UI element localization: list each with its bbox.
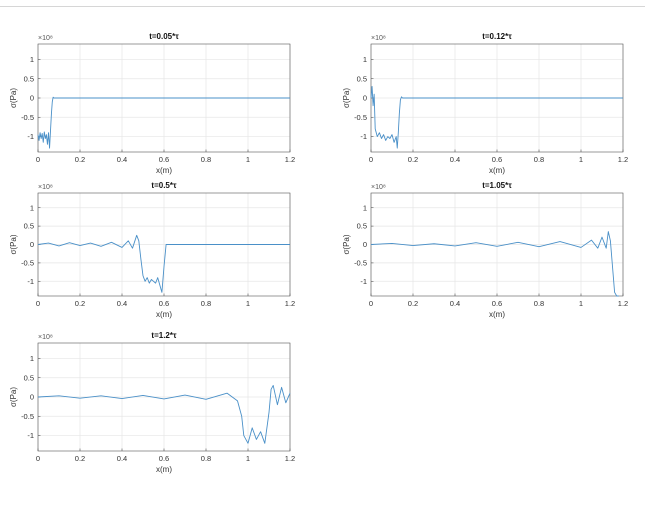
x-tick-label: 0.4 xyxy=(117,155,127,164)
y-tick-label: 0 xyxy=(363,94,367,103)
y-axis-label: σ(Pa) xyxy=(342,88,351,108)
y-tick-label: -1 xyxy=(27,132,34,141)
y-tick-label: -1 xyxy=(27,277,34,286)
window-rule xyxy=(0,6,645,7)
y-axis-label: σ(Pa) xyxy=(9,88,18,108)
x-tick-label: 0.8 xyxy=(201,454,211,463)
y-tick-label: 1 xyxy=(30,203,34,212)
exponent-label: ×10⁸ xyxy=(38,334,53,341)
x-tick-label: 0.6 xyxy=(159,155,169,164)
y-axis-label: σ(Pa) xyxy=(9,234,18,254)
y-tick-label: 0.5 xyxy=(24,373,34,382)
x-tick-label: 0.8 xyxy=(534,299,544,308)
x-tick-label: 0.8 xyxy=(201,299,211,308)
x-tick-label: 0.2 xyxy=(408,155,418,164)
y-tick-label: 1 xyxy=(30,55,34,64)
subplot-1: 0 0.2 0.4 0.6 0.8 1 1.2 -1 -0.5 0 0.5 1 ×10⁸ t=0.05*τ… xyxy=(9,32,295,175)
y-tick-label: -1 xyxy=(360,132,367,141)
x-tick-label: 1 xyxy=(246,155,250,164)
x-tick-label: 1.2 xyxy=(618,155,628,164)
subplot-5: 0 0.2 0.4 0.6 0.8 1 1.2 -1 -0.5 0 0.5 1 ×10⁸ t=1.2*τ x… xyxy=(9,331,295,474)
x-tick-label: 0.6 xyxy=(492,299,502,308)
subplot-title: t=0.05*τ xyxy=(149,32,179,41)
y-tick-label: 0.5 xyxy=(24,74,34,83)
subplot-4: 0 0.2 0.4 0.6 0.8 1 1.2 -1 -0.5 0 0.5 1 ×10⁸ t=1.05*τ… xyxy=(342,181,628,319)
subplot-title: t=0.5*τ xyxy=(151,181,177,190)
subplot-3: 0 0.2 0.4 0.6 0.8 1 1.2 -1 -0.5 0 0.5 1 ×10⁸ t=0.5*τ x… xyxy=(9,181,295,319)
series-line xyxy=(370,231,619,297)
x-tick-label: 0.4 xyxy=(450,155,460,164)
x-axis-label: x(m) xyxy=(156,310,172,319)
y-tick-label: 0 xyxy=(30,393,34,402)
x-tick-label: 0.6 xyxy=(492,155,502,164)
y-tick-label: -0.5 xyxy=(354,113,367,122)
x-tick-label: 1 xyxy=(579,155,583,164)
x-tick-label: 1 xyxy=(246,454,250,463)
x-tick-label: 0.6 xyxy=(159,454,169,463)
x-tick-label: 1.2 xyxy=(285,454,295,463)
x-tick-label: 0.8 xyxy=(534,155,544,164)
y-tick-label: 0.5 xyxy=(24,222,34,231)
series-line xyxy=(37,234,290,293)
exponent-label: ×10⁸ xyxy=(371,35,386,42)
x-tick-label: 0 xyxy=(369,299,373,308)
y-axis-label: σ(Pa) xyxy=(9,387,18,407)
subplot-title: t=0.12*τ xyxy=(482,32,512,41)
x-tick-label: 0 xyxy=(36,299,40,308)
x-tick-label: 0.2 xyxy=(75,155,85,164)
x-axis-label: x(m) xyxy=(156,166,172,175)
y-tick-label: 0 xyxy=(30,240,34,249)
y-tick-label: 0 xyxy=(363,240,367,249)
x-axis-label: x(m) xyxy=(489,166,505,175)
x-tick-label: 0 xyxy=(369,155,373,164)
y-axis-label: σ(Pa) xyxy=(342,234,351,254)
y-tick-label: 0.5 xyxy=(357,222,367,231)
series-line xyxy=(37,384,291,444)
x-axis-label: x(m) xyxy=(156,465,172,474)
y-tick-label: -0.5 xyxy=(354,258,367,267)
x-tick-label: 0.4 xyxy=(117,454,127,463)
subplot-title: t=1.05*τ xyxy=(482,181,512,190)
x-tick-label: 1.2 xyxy=(285,155,295,164)
x-axis-label: x(m) xyxy=(489,310,505,319)
x-tick-label: 0.4 xyxy=(117,299,127,308)
y-tick-label: 1 xyxy=(30,354,34,363)
y-tick-label: -0.5 xyxy=(21,113,34,122)
exponent-label: ×10⁸ xyxy=(371,184,386,191)
y-tick-label: 0.5 xyxy=(357,74,367,83)
x-tick-label: 0.2 xyxy=(75,454,85,463)
y-tick-label: -1 xyxy=(27,431,34,440)
x-tick-label: 0.6 xyxy=(159,299,169,308)
x-tick-label: 1.2 xyxy=(618,299,628,308)
x-tick-label: 0 xyxy=(36,155,40,164)
series-line xyxy=(370,85,623,149)
subplot-title: t=1.2*τ xyxy=(151,331,177,340)
x-tick-label: 0.2 xyxy=(408,299,418,308)
x-tick-label: 0 xyxy=(36,454,40,463)
y-tick-label: -0.5 xyxy=(21,412,34,421)
x-tick-label: 0.4 xyxy=(450,299,460,308)
series-line xyxy=(37,96,290,149)
y-tick-label: 1 xyxy=(363,55,367,64)
y-tick-label: -0.5 xyxy=(21,258,34,267)
y-tick-label: 1 xyxy=(363,203,367,212)
x-tick-label: 1 xyxy=(579,299,583,308)
x-tick-label: 0.2 xyxy=(75,299,85,308)
y-tick-label: 0 xyxy=(30,94,34,103)
x-tick-label: 1 xyxy=(246,299,250,308)
exponent-label: ×10⁸ xyxy=(38,184,53,191)
subplot-2: 0 0.2 0.4 0.6 0.8 1 1.2 -1 -0.5 0 0.5 1 ×10⁸ t=0.12*τ… xyxy=(342,32,628,175)
x-tick-label: 1.2 xyxy=(285,299,295,308)
y-tick-label: -1 xyxy=(360,277,367,286)
x-tick-label: 0.8 xyxy=(201,155,211,164)
exponent-label: ×10⁸ xyxy=(38,35,53,42)
